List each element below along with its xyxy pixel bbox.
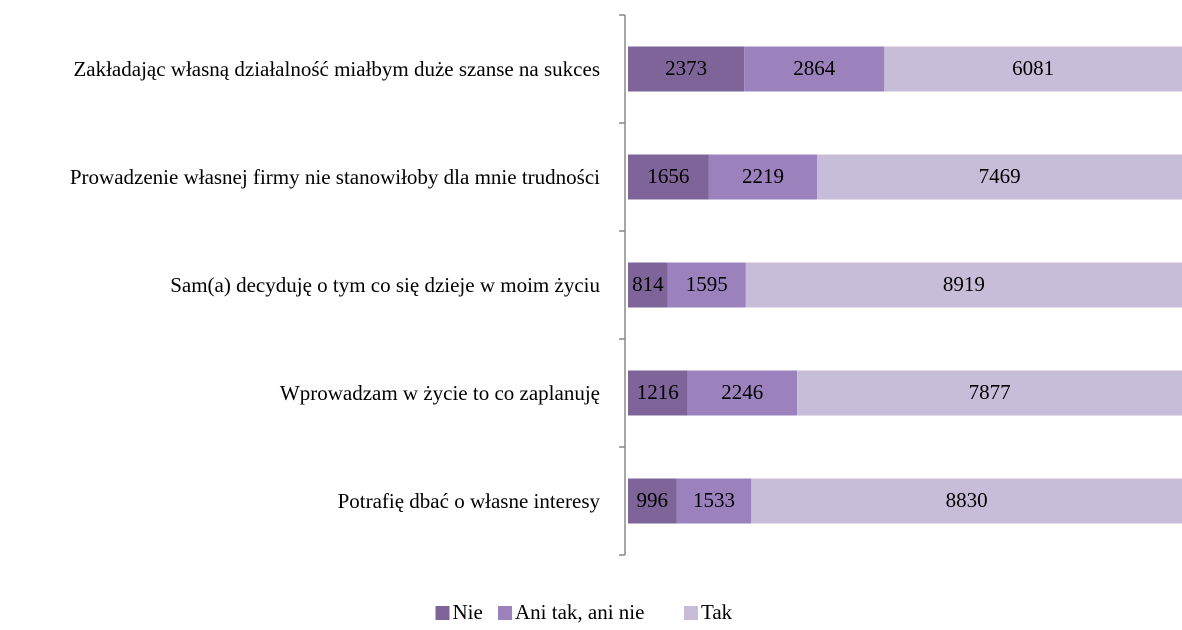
legend-swatch [498, 606, 512, 620]
value-label: 1656 [647, 164, 689, 188]
value-label: 7877 [969, 380, 1011, 404]
value-label: 1533 [693, 488, 735, 512]
legend-label: Nie [453, 600, 483, 624]
value-label: 8919 [943, 272, 985, 296]
bar-segment [708, 154, 818, 200]
category-label: Wprowadzam w życie to co zaplanuję [279, 381, 600, 405]
bar-segment [751, 478, 1182, 524]
bar-segment [687, 370, 798, 416]
legend-label: Ani tak, ani nie [515, 600, 644, 624]
value-label: 1595 [686, 272, 728, 296]
category-label: Zakładając własną działalność miałbym du… [73, 57, 600, 81]
category-label: Potrafię dbać o własne interesy [337, 489, 600, 513]
bar-segment [628, 370, 688, 416]
value-label: 1216 [637, 380, 679, 404]
value-label: 2373 [665, 56, 707, 80]
category-label: Prowadzenie własnej firmy nie stanowiłob… [69, 165, 600, 189]
value-label: 814 [632, 272, 664, 296]
value-label: 2864 [793, 56, 836, 80]
value-label: 2219 [742, 164, 784, 188]
bar-segment [745, 262, 1182, 308]
legend-label: Tak [701, 600, 733, 624]
category-label: Sam(a) decyduję o tym co się dzieje w mo… [170, 273, 600, 297]
bar-segment [628, 154, 709, 200]
bar-segment [628, 46, 745, 92]
bar-segment [884, 46, 1182, 92]
value-label: 7469 [979, 164, 1021, 188]
legend-swatch [435, 606, 450, 620]
bar-segment [667, 262, 746, 308]
bar-segment [628, 478, 677, 524]
value-label: 6081 [1012, 56, 1054, 80]
bar-segment [744, 46, 885, 92]
value-label: 2246 [721, 380, 763, 404]
bar-segment [817, 154, 1182, 200]
bar-segment [628, 262, 668, 308]
bar-segment [797, 370, 1182, 416]
value-label: 8830 [946, 488, 988, 512]
bar-segment [676, 478, 752, 524]
value-label: 996 [637, 488, 669, 512]
legend-swatch [684, 606, 698, 620]
